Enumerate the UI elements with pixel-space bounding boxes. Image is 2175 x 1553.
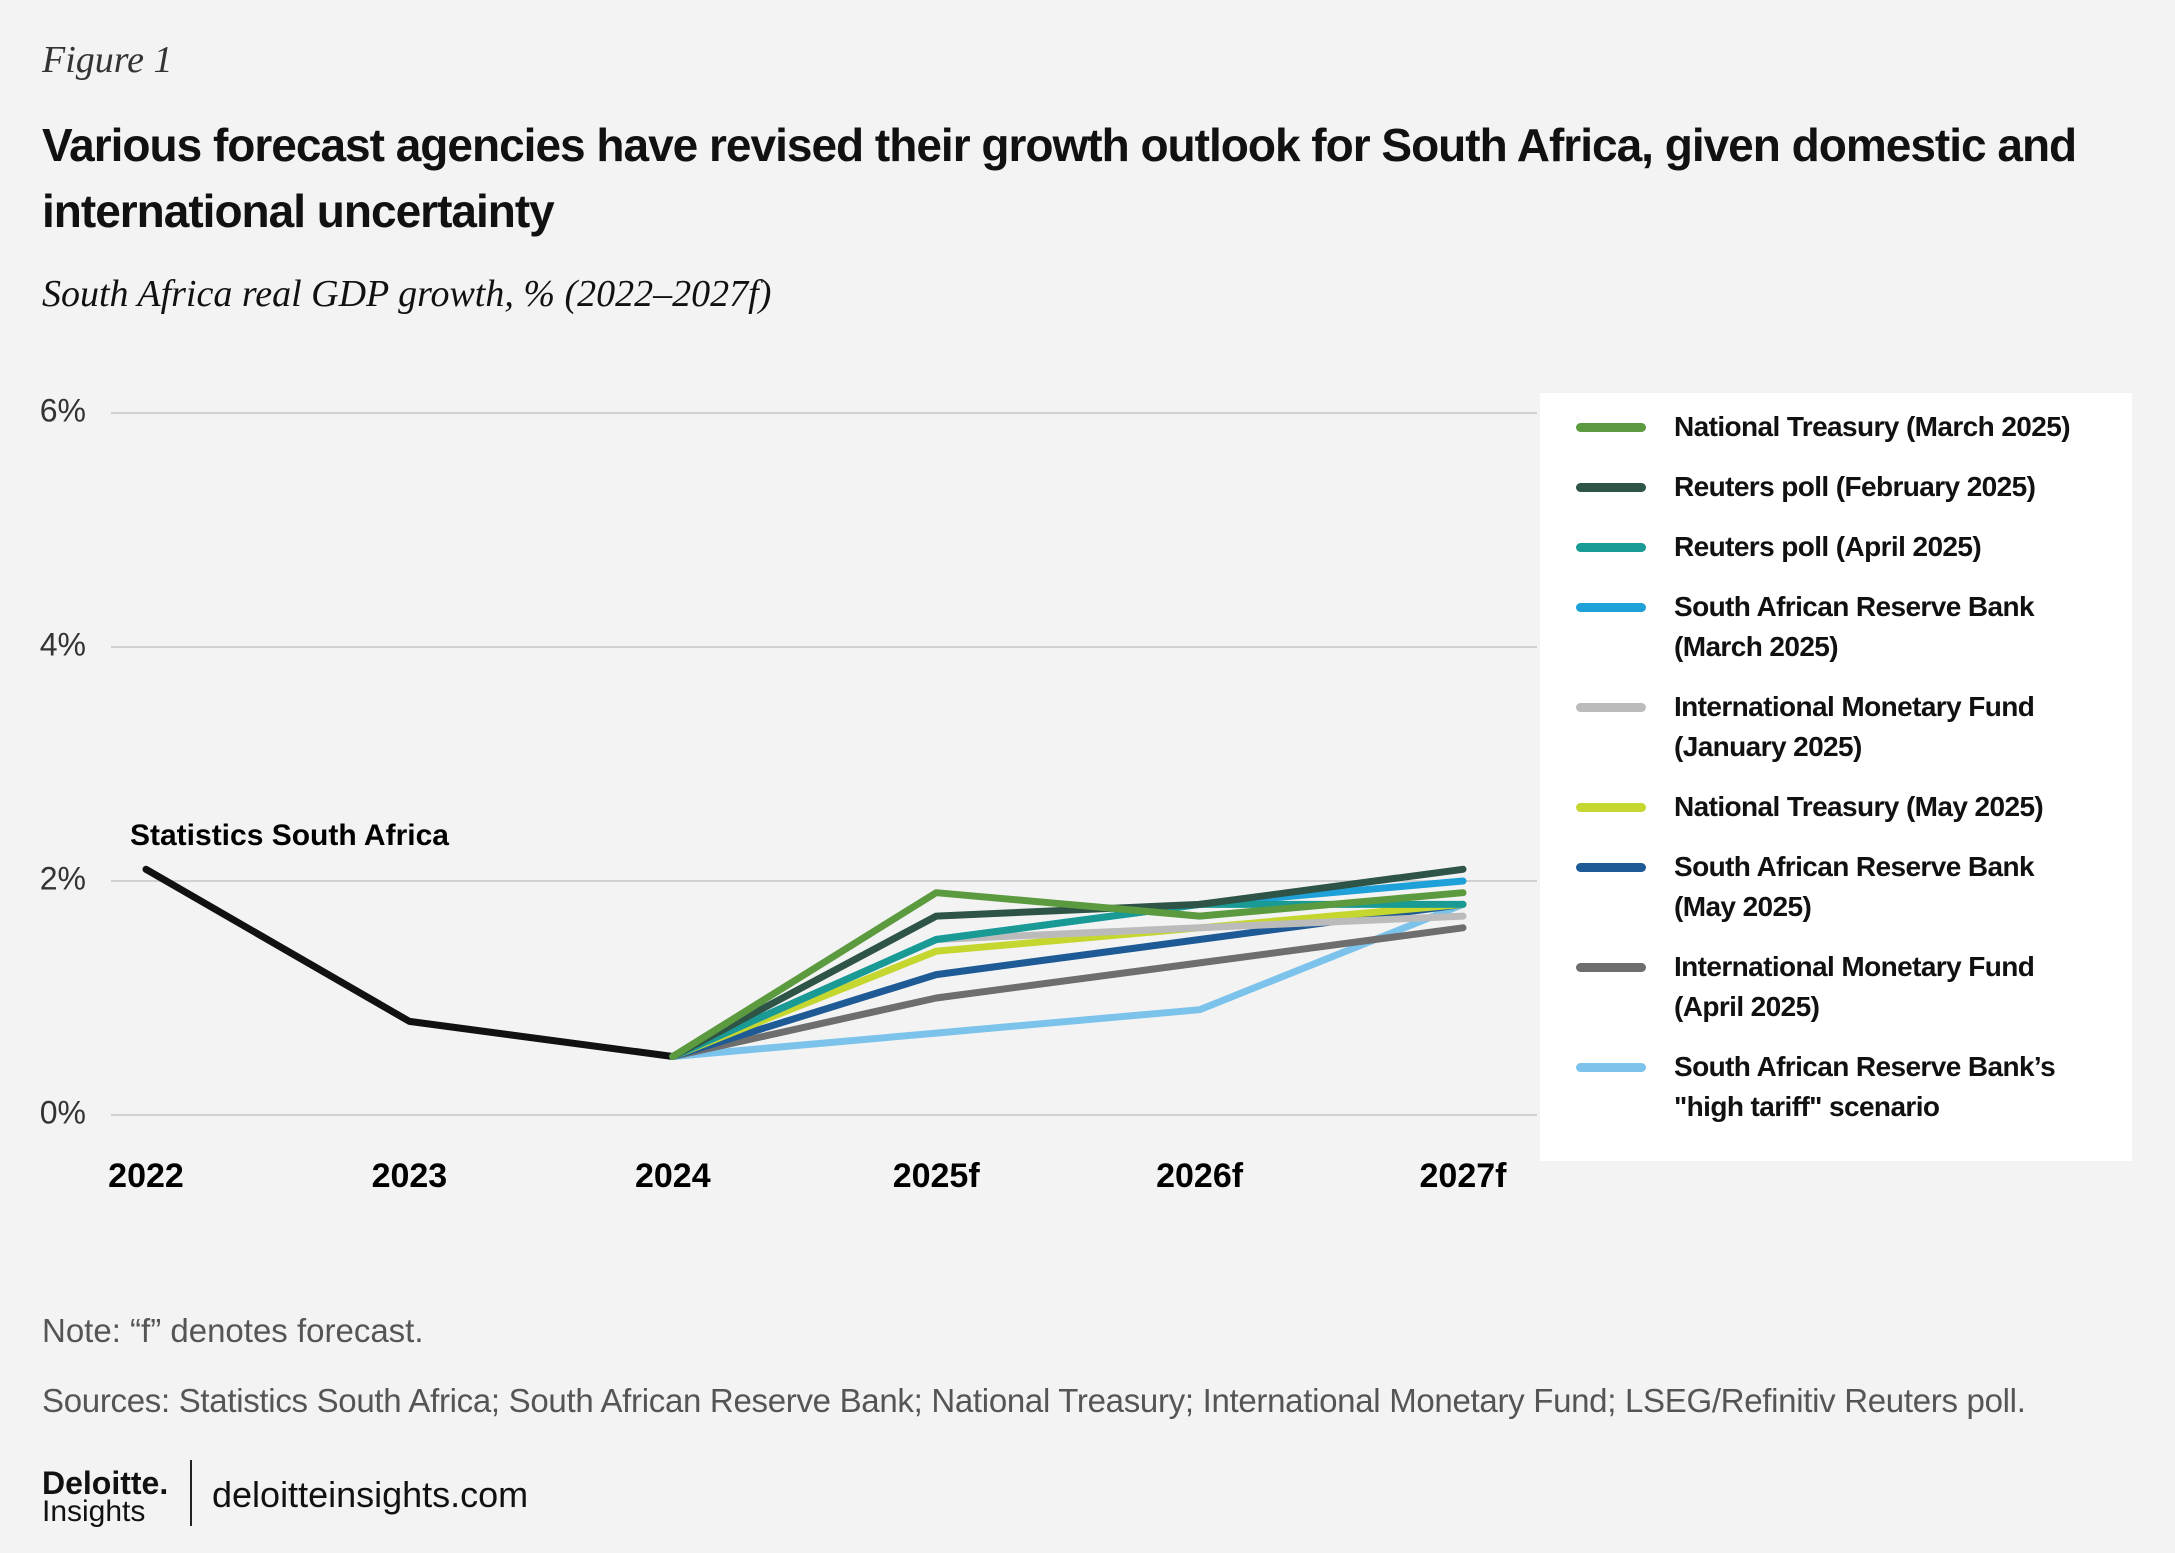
figure-label: Figure 1: [42, 39, 173, 81]
x-tick-label: 2024: [635, 1157, 711, 1195]
chart-title: Various forecast agencies have revised t…: [42, 119, 2077, 237]
legend-item: South African Reserve Bank (March 2025): [1576, 587, 2112, 667]
legend-label: National Treasury (March 2025): [1674, 411, 2071, 442]
x-tick-label: 2027f: [1420, 1157, 1508, 1195]
legend-label: Reuters poll (February 2025): [1674, 471, 2036, 502]
legend-item: International Monetary Fund (January 202…: [1576, 687, 2112, 767]
legend-label: South African Reserve Bank (March 2025): [1674, 591, 2035, 662]
legend-swatch: [1576, 863, 1646, 872]
legend-item: National Treasury (March 2025): [1576, 407, 2112, 447]
x-tick-label: 2023: [372, 1157, 448, 1195]
divider: [190, 1460, 192, 1526]
legend-label: National Treasury (May 2025): [1674, 791, 2044, 822]
series-line: [669, 900, 1467, 1060]
y-tick-label: 4%: [40, 626, 86, 662]
legend-swatch: [1576, 603, 1646, 612]
series-line: [669, 865, 1467, 1060]
y-tick-label: 6%: [40, 392, 86, 428]
brand-sub: Insights: [42, 1495, 146, 1528]
legend-swatch: [1576, 963, 1646, 972]
y-tick-label: 2%: [40, 860, 86, 896]
annotation: Statistics South Africa: [130, 819, 449, 852]
legend-label: South African Reserve Bank’s "high tarif…: [1674, 1051, 2056, 1122]
x-tick-label: 2025f: [893, 1157, 981, 1195]
legend-item: Reuters poll (February 2025): [1576, 467, 2112, 507]
brand: Deloitte.: [42, 1465, 169, 1501]
legend-swatch: [1576, 423, 1646, 432]
x-tick-label: 2026f: [1156, 1157, 1244, 1195]
legend-item: South African Reserve Bank (May 2025): [1576, 847, 2112, 927]
series-line: [669, 924, 1467, 1060]
series-line: [669, 900, 1467, 1060]
legend-item: National Treasury (May 2025): [1576, 787, 2112, 827]
legend-label: International Monetary Fund (January 202…: [1674, 691, 2035, 762]
series-line: [142, 865, 677, 1060]
series-line: [669, 889, 1467, 1060]
legend-item: South African Reserve Bank’s "high tarif…: [1576, 1047, 2112, 1127]
sources: Sources: Statistics South Africa; South …: [42, 1382, 2026, 1419]
url[interactable]: deloitteinsights.com: [212, 1474, 529, 1515]
note: Note: “f” denotes forecast.: [42, 1312, 424, 1349]
legend-swatch: [1576, 803, 1646, 812]
legend: National Treasury (March 2025) Reuters po…: [1540, 393, 2132, 1161]
legend-swatch: [1576, 543, 1646, 552]
legend-item: Reuters poll (April 2025): [1576, 527, 2112, 567]
legend-swatch: [1576, 703, 1646, 712]
legend-swatch: [1576, 483, 1646, 492]
legend-label: Reuters poll (April 2025): [1674, 531, 1982, 562]
y-tick-label: 0%: [40, 1094, 86, 1130]
x-tick-label: 2022: [108, 1157, 184, 1195]
legend-label: International Monetary Fund (April 2025): [1674, 951, 2035, 1022]
chart-subtitle: South Africa real GDP growth, % (2022–20…: [42, 273, 772, 315]
legend-swatch: [1576, 1063, 1646, 1072]
legend-label: South African Reserve Bank (May 2025): [1674, 851, 2035, 922]
legend-item: International Monetary Fund (April 2025): [1576, 947, 2112, 1027]
